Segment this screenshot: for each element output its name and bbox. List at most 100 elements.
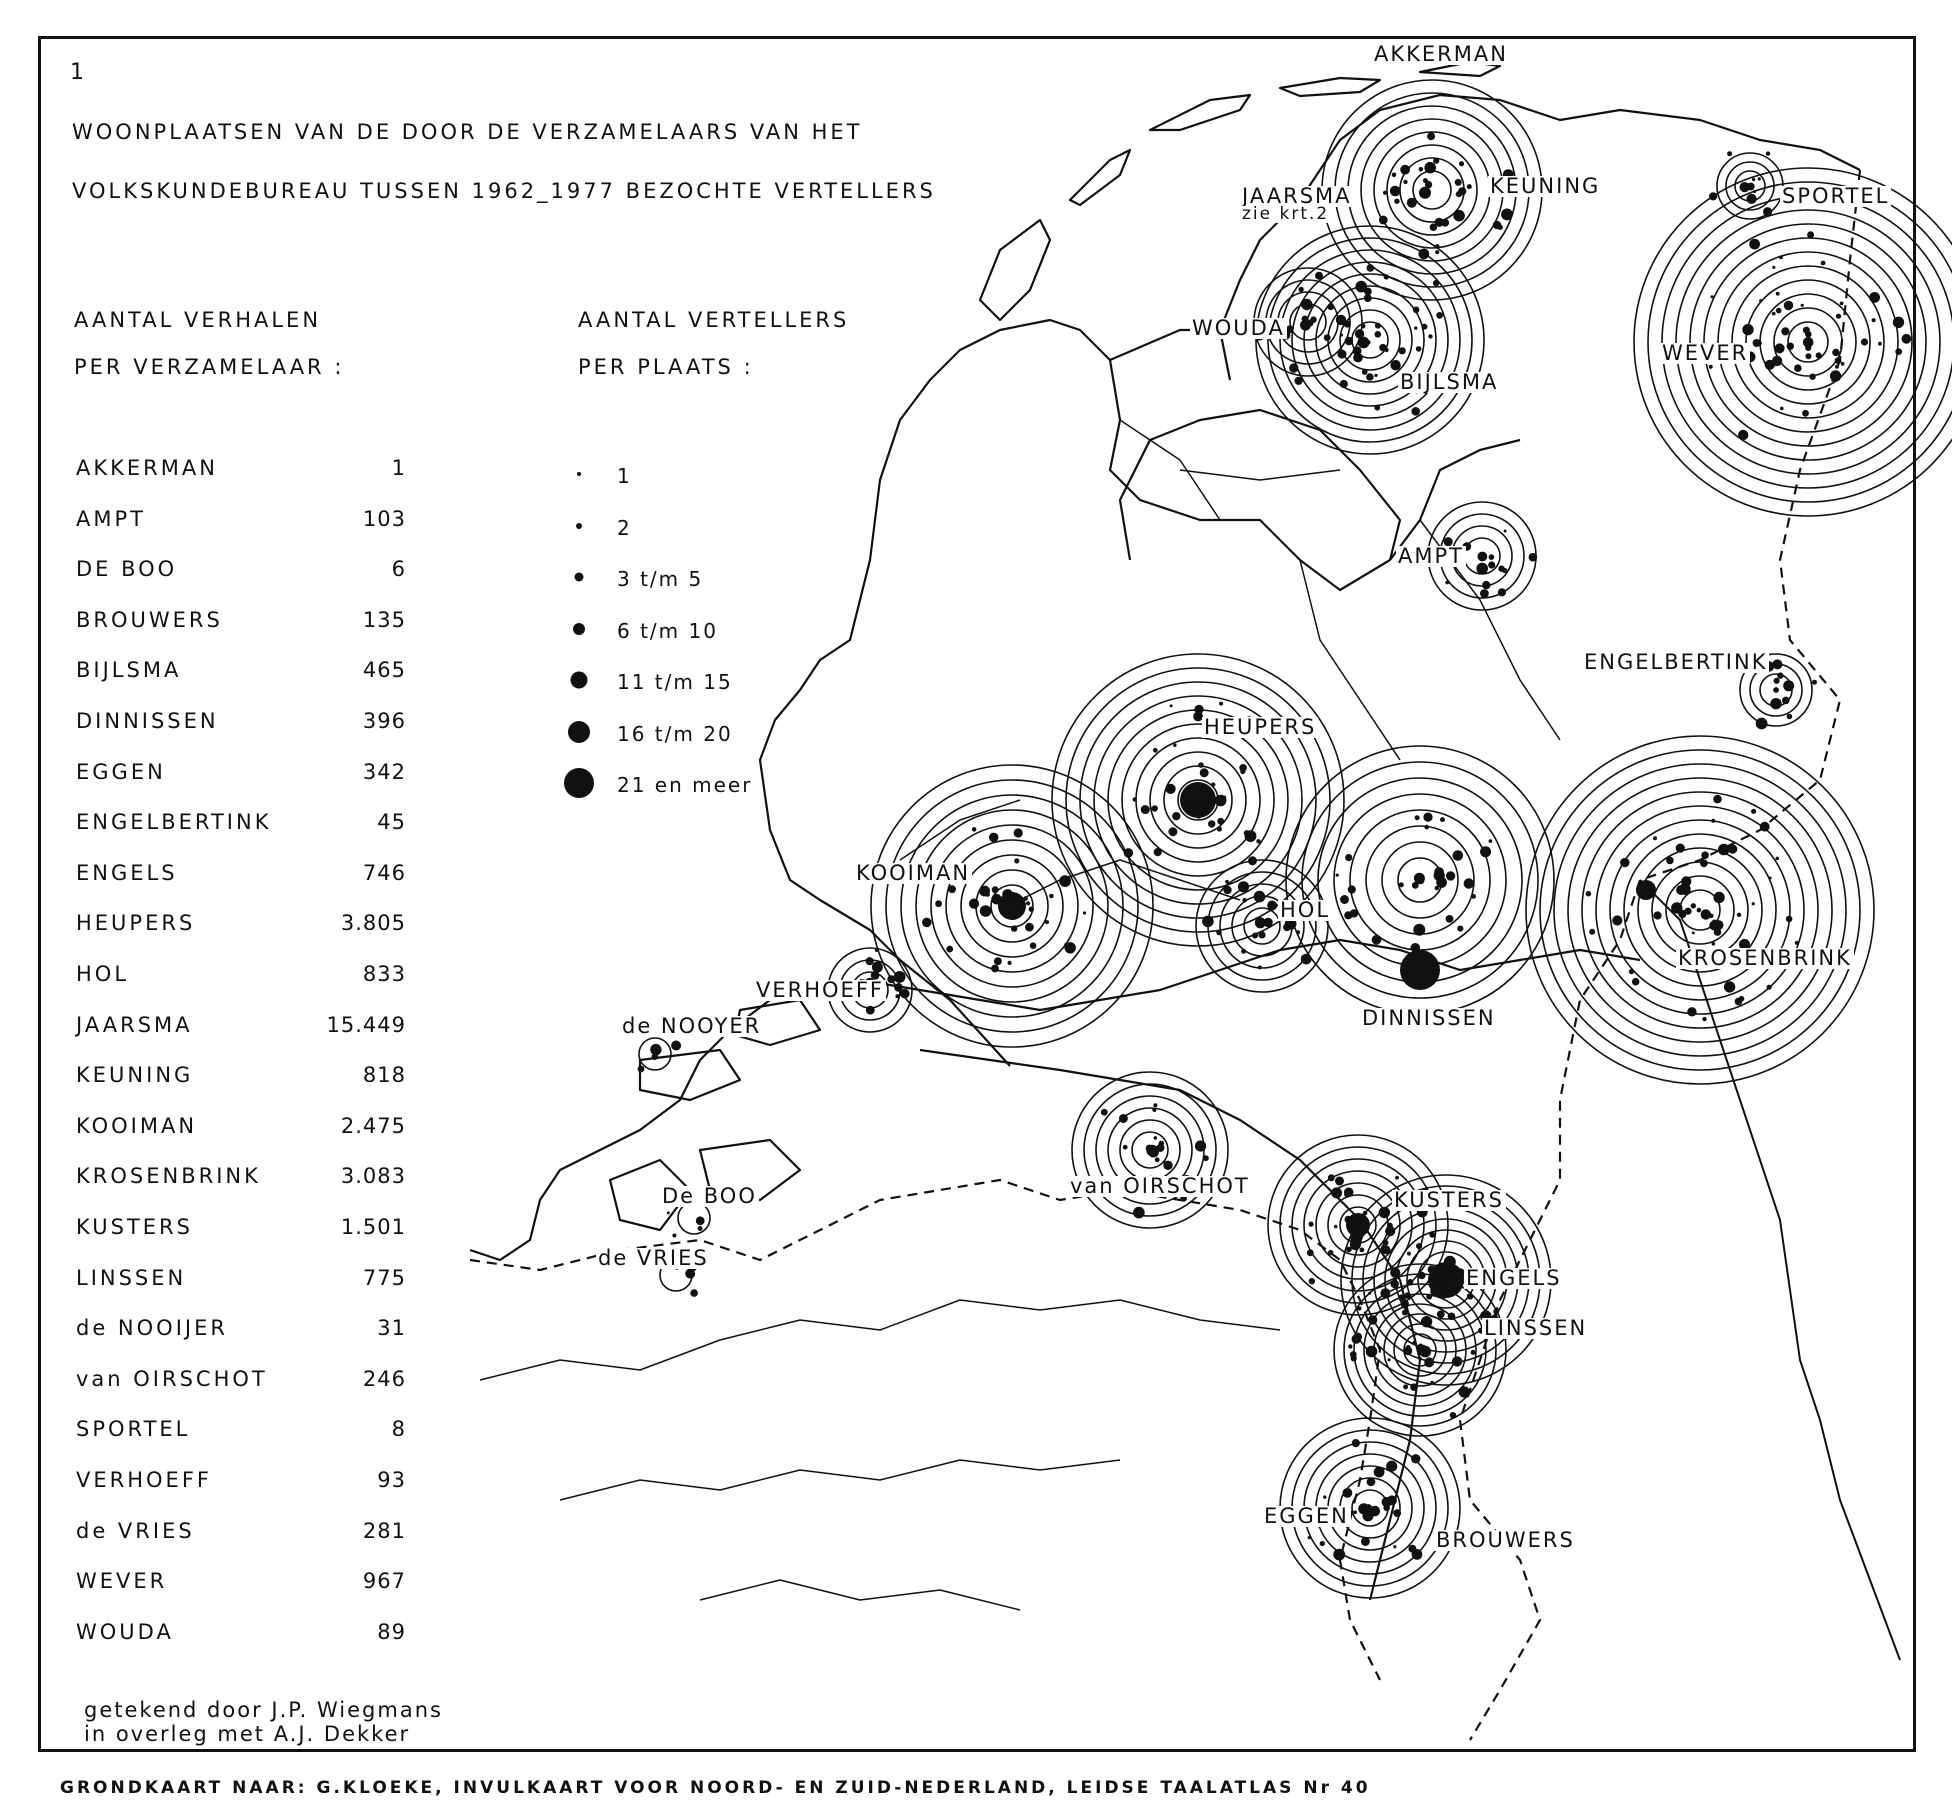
storyteller-location-dot xyxy=(1189,798,1194,803)
storyteller-location-dot xyxy=(1871,318,1876,323)
storyteller-location-dot xyxy=(1415,346,1422,352)
storyteller-location-dot xyxy=(1690,903,1697,909)
storyteller-location-dot xyxy=(1014,858,1020,864)
storyteller-location-dot xyxy=(1445,871,1456,881)
storyteller-location-dot xyxy=(1777,672,1784,679)
storyteller-location-dot xyxy=(1471,894,1476,899)
island-ameland xyxy=(1278,76,1382,98)
storyteller-location-dot xyxy=(1214,794,1227,807)
storyteller-location-dot xyxy=(1410,1383,1418,1391)
collector-range-ring xyxy=(1386,144,1478,236)
storyteller-location-dot xyxy=(1385,1226,1396,1237)
size-dot xyxy=(568,720,590,743)
storyteller-location-dot xyxy=(1225,879,1229,884)
collector-count: 342 xyxy=(362,759,406,784)
storyteller-location-dot xyxy=(1416,1243,1423,1250)
storyteller-location-dot xyxy=(1172,812,1181,821)
storyteller-location-dot xyxy=(887,975,896,984)
storyteller-location-dot xyxy=(1301,298,1313,311)
storyteller-location-dot xyxy=(1023,896,1028,901)
storyteller-location-dot xyxy=(1149,1151,1154,1156)
collector-count: 103 xyxy=(362,506,406,531)
collector-count: 246 xyxy=(362,1366,406,1391)
collector-range-ring xyxy=(1381,841,1459,919)
label-devries: de VRIES xyxy=(596,1246,711,1270)
storyteller-location-dot xyxy=(1786,342,1795,350)
storyteller-location-dot xyxy=(1383,1504,1390,1512)
collector-range-ring xyxy=(1267,237,1473,443)
storyteller-location-dot xyxy=(1436,1310,1445,1319)
north-coast xyxy=(1218,93,1861,381)
storyteller-location-dot xyxy=(1412,306,1420,314)
collector-row: BIJLSMA 465 xyxy=(76,658,406,684)
collector-range-ring xyxy=(1093,695,1303,905)
storyteller-location-dot xyxy=(1394,198,1400,204)
storyteller-location-dot xyxy=(1488,554,1495,560)
collector-range-ring xyxy=(1243,907,1281,945)
storyteller-location-dot xyxy=(1400,1299,1410,1309)
storyteller-location-dot xyxy=(1007,960,1012,966)
storyteller-location-dot xyxy=(1344,1215,1352,1224)
collector-count: 45 xyxy=(377,810,406,835)
label-eggen: EGGEN xyxy=(1262,1504,1351,1528)
storyteller-location-dot xyxy=(1198,804,1204,809)
map-title-line2: VOLKSKUNDEBUREAU TUSSEN 1962_1977 BEZOCH… xyxy=(72,179,936,203)
storyteller-location-dot xyxy=(1248,856,1257,866)
storyteller-location-dot xyxy=(1374,331,1382,338)
storyteller-location-dot xyxy=(1701,851,1709,859)
collector-range-ring xyxy=(1279,1146,1437,1304)
storyteller-location-dot xyxy=(1242,897,1247,903)
storyteller-location-dot xyxy=(1775,307,1782,314)
storyteller-location-dot xyxy=(1771,311,1776,316)
storyteller-location-dot xyxy=(1333,1548,1346,1561)
collector-count: 15.449 xyxy=(326,1012,406,1037)
storyteller-location-dot xyxy=(988,832,999,843)
collector-range-ring xyxy=(1412,170,1452,210)
island-schouwen xyxy=(638,1048,742,1102)
storyteller-location-dot xyxy=(1675,843,1685,853)
storyteller-location-dot xyxy=(871,961,883,973)
storyteller-location-dot xyxy=(1389,185,1401,197)
collector-range-ring xyxy=(1301,761,1539,999)
map-number: 1 xyxy=(70,60,85,85)
storyteller-location-dot xyxy=(1774,343,1785,354)
label-brouwers: BROUWERS xyxy=(1434,1528,1577,1552)
storyteller-location-dot xyxy=(1382,1239,1389,1246)
storyteller-location-dot xyxy=(1427,132,1436,141)
storyteller-location-dot xyxy=(1802,409,1809,417)
storyteller-location-dot xyxy=(1403,1346,1413,1356)
storyteller-location-dot xyxy=(1152,1107,1157,1112)
collector-row: DE BOO 6 xyxy=(76,557,406,583)
storyteller-location-dot xyxy=(1815,352,1822,359)
collector-count: 2.475 xyxy=(340,1113,406,1138)
storyteller-location-dot xyxy=(991,893,1002,905)
storyteller-location-dot xyxy=(1173,743,1177,747)
storyteller-location-dot xyxy=(1398,1294,1405,1301)
storyteller-location-dot xyxy=(1829,370,1842,382)
storyteller-location-dot xyxy=(1434,885,1440,891)
storyteller-location-dot xyxy=(1700,909,1712,920)
collector-range-ring xyxy=(1303,273,1437,407)
storyteller-location-dot xyxy=(1759,821,1770,832)
storyteller-location-dot xyxy=(1411,881,1419,889)
storyteller-location-dot xyxy=(1355,280,1367,293)
collector-range-ring xyxy=(1773,307,1843,377)
storyteller-location-dot xyxy=(1451,1356,1463,1367)
storyteller-location-dot xyxy=(1253,890,1266,903)
storyteller-location-dot xyxy=(1713,794,1722,804)
storyteller-location-dot xyxy=(1391,1270,1396,1275)
storyteller-location-dot xyxy=(1354,329,1365,339)
collector-name: KUSTERS xyxy=(76,1215,193,1239)
collector-range-ring xyxy=(1637,847,1763,973)
storyteller-location-dot xyxy=(1835,313,1842,319)
storyteller-location-dot xyxy=(1759,299,1763,303)
storyteller-location-dot xyxy=(1237,881,1250,893)
collector-row: JAARSMA 15.449 xyxy=(76,1013,406,1039)
storyteller-location-dot xyxy=(1307,1536,1311,1540)
label-akkerman: AKKERMAN xyxy=(1372,42,1510,66)
storyteller-location-dot xyxy=(1807,231,1815,239)
collector-range-ring xyxy=(1595,805,1805,1015)
storyteller-location-dot xyxy=(1203,1155,1209,1162)
collector-count: 6 xyxy=(391,557,406,582)
collector-range-ring xyxy=(1731,265,1885,419)
